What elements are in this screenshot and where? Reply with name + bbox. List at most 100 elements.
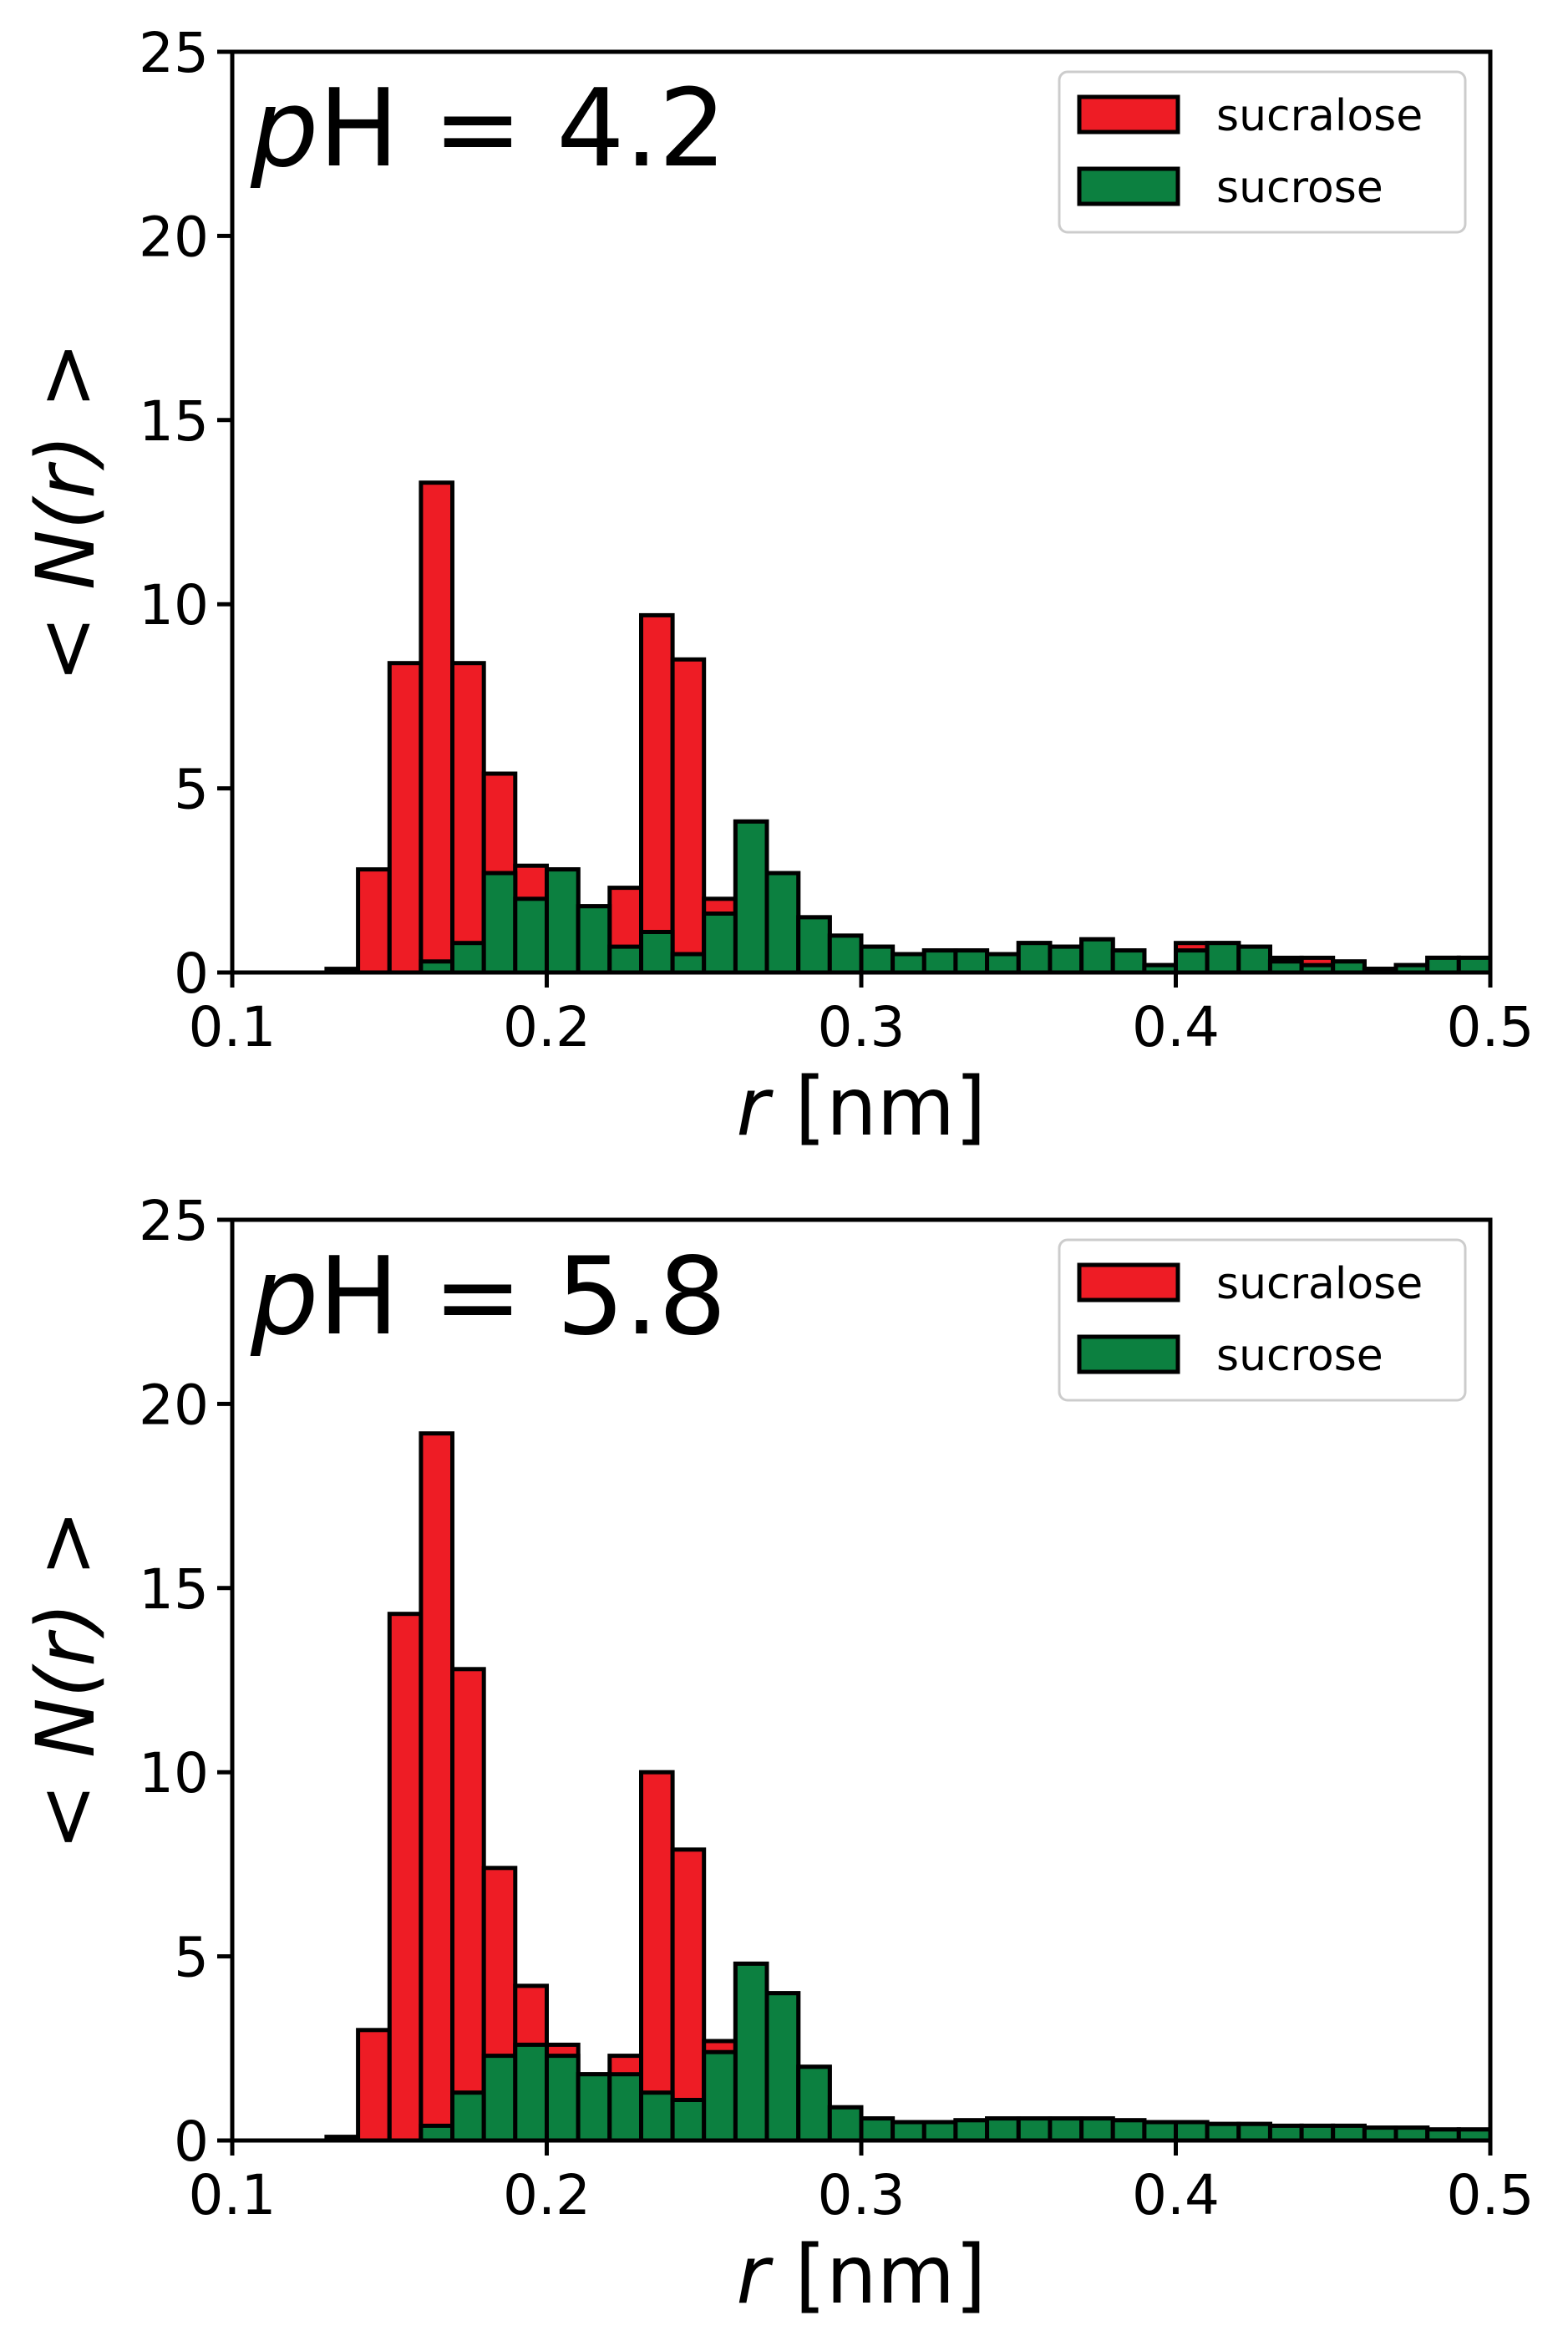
bar-sucrose-17 (859, 2116, 896, 2143)
y-tick-label: 0 (174, 942, 209, 1006)
bar-sucralose-11 (670, 657, 707, 975)
bar-sucrose-11 (670, 2098, 707, 2143)
bar-sucrose-17 (859, 944, 896, 975)
x-tick-label: 0.5 (1447, 995, 1535, 1059)
legend-swatch-sucralose (1077, 94, 1180, 135)
bar-sucrose-10 (639, 2090, 675, 2143)
bar-sucrose-19 (921, 948, 958, 975)
y-tick-label: 5 (174, 1926, 209, 1990)
y-tick-label: 15 (139, 389, 209, 454)
bar-sucrose-4 (450, 941, 486, 975)
bar-sucrose-3 (419, 2123, 454, 2143)
x-tick-label: 0.4 (1132, 995, 1220, 1059)
bar-sucrose-12 (702, 912, 738, 975)
legend-label-sucralose: sucralose (1216, 1259, 1423, 1309)
bar-sucralose-1 (356, 867, 392, 975)
bar-sucrose-23 (1048, 944, 1084, 975)
ph-title-italic: p (250, 1235, 318, 1359)
bars-group (324, 1431, 1493, 2143)
y-tick-label: 15 (139, 1557, 209, 1622)
x-tick-label: 0.5 (1447, 2163, 1535, 2227)
legend-swatch-sucrose (1077, 166, 1180, 206)
legend: sucralose sucrose (1058, 1238, 1467, 1402)
bar-sucrose-7 (545, 2054, 581, 2143)
bar-sucralose-2 (387, 661, 424, 975)
bar-sucrose-21 (985, 2116, 1021, 2143)
bar-sucrose-14 (764, 1991, 801, 2143)
x-axis-label-rest: [nm] (769, 2228, 987, 2322)
y-tick-label: 20 (139, 1373, 209, 1437)
bar-sucrose-6 (513, 896, 549, 975)
x-axis-label-italic: r (736, 2228, 774, 2322)
y-tick-label: 20 (139, 205, 209, 269)
bar-sucrose-16 (827, 2105, 864, 2143)
bar-sucrose-32 (1331, 2123, 1367, 2143)
bars-group (324, 480, 1493, 975)
bar-sucrose-20 (953, 948, 990, 975)
x-axis-label-italic: r (736, 1060, 774, 1154)
bar-sucrose-5 (481, 871, 518, 975)
bar-sucrose-26 (1142, 2120, 1179, 2143)
bar-sucrose-18 (891, 952, 926, 975)
legend: sucralose sucrose (1058, 70, 1467, 234)
bar-sucrose-5 (481, 2054, 518, 2143)
y-tick-label: 25 (139, 1189, 209, 1253)
chart-panel-ph-4-2: 0 5 10 15 20 25 0.1 0.2 0.3 0.4 0.5 pH = 4.2 sucr… (19, 21, 1534, 1154)
bar-sucralose-10 (639, 1770, 675, 2143)
legend-swatch-sucralose (1077, 1262, 1180, 1303)
bar-sucrose-9 (607, 944, 643, 975)
bar-sucrose-30 (1267, 2123, 1304, 2143)
chart-panel-ph-5-8: 0 5 10 15 20 25 0.1 0.2 0.3 0.4 0.5 pH = 5.8 sucr… (19, 1189, 1534, 2322)
bar-sucrose-24 (1079, 2116, 1115, 2143)
legend-label-sucralose: sucralose (1216, 91, 1423, 141)
bar-sucrose-19 (921, 2120, 958, 2143)
bar-sucrose-8 (576, 904, 612, 975)
bar-sucrose-7 (545, 867, 581, 975)
y-axis-ticks: 0 5 10 15 20 25 (139, 21, 232, 1006)
bar-sucrose-14 (764, 871, 801, 975)
bar-sucrose-9 (607, 2072, 643, 2143)
y-axis-label: < N(r) > (19, 342, 113, 683)
x-tick-label: 0.1 (189, 2163, 277, 2227)
legend-label-sucrose: sucrose (1216, 163, 1383, 213)
bar-sucralose-4 (450, 661, 486, 975)
bar-sucrose-21 (985, 952, 1021, 975)
bar-sucralose-3 (419, 480, 454, 975)
ph-title-italic: p (250, 67, 318, 191)
bar-sucrose-25 (1110, 948, 1147, 975)
bar-sucrose-29 (1236, 2121, 1273, 2143)
x-tick-label: 0.4 (1132, 2163, 1220, 2227)
bar-sucrose-13 (733, 819, 769, 975)
x-tick-label: 0.3 (818, 995, 906, 1059)
legend-label-sucrose: sucrose (1216, 1331, 1383, 1381)
x-axis-ticks: 0.1 0.2 0.3 0.4 0.5 (189, 972, 1535, 1059)
bar-sucrose-23 (1048, 2116, 1084, 2143)
legend-swatch-sucrose (1077, 1334, 1180, 1374)
bar-sucrose-13 (733, 1961, 769, 2143)
ph-title: pH = 5.8 (250, 1235, 727, 1359)
y-tick-label: 5 (174, 758, 209, 822)
y-tick-label: 0 (174, 2110, 209, 2174)
x-tick-label: 0.2 (503, 995, 591, 1059)
x-tick-label: 0.1 (189, 995, 277, 1059)
bar-sucralose-10 (639, 612, 675, 975)
bar-sucrose-11 (670, 952, 707, 975)
bar-sucrose-20 (953, 2118, 990, 2143)
bar-sucrose-22 (1016, 941, 1053, 975)
bar-sucrose-25 (1110, 2118, 1147, 2143)
x-axis-label-rest: [nm] (769, 1060, 987, 1154)
y-tick-label: 10 (139, 573, 209, 637)
bar-sucrose-6 (513, 2042, 549, 2143)
bar-sucrose-28 (1205, 941, 1241, 975)
bar-sucrose-29 (1236, 944, 1273, 975)
bar-sucrose-27 (1174, 948, 1210, 975)
bar-sucrose-15 (796, 915, 832, 975)
bar-sucrose-16 (827, 933, 864, 975)
bar-sucralose-11 (670, 1847, 707, 2143)
bar-sucrose-8 (576, 2072, 612, 2143)
ph-title: pH = 4.2 (250, 67, 727, 191)
bar-sucralose-3 (419, 1431, 454, 2143)
x-tick-label: 0.3 (818, 2163, 906, 2227)
bar-sucrose-24 (1079, 937, 1115, 975)
